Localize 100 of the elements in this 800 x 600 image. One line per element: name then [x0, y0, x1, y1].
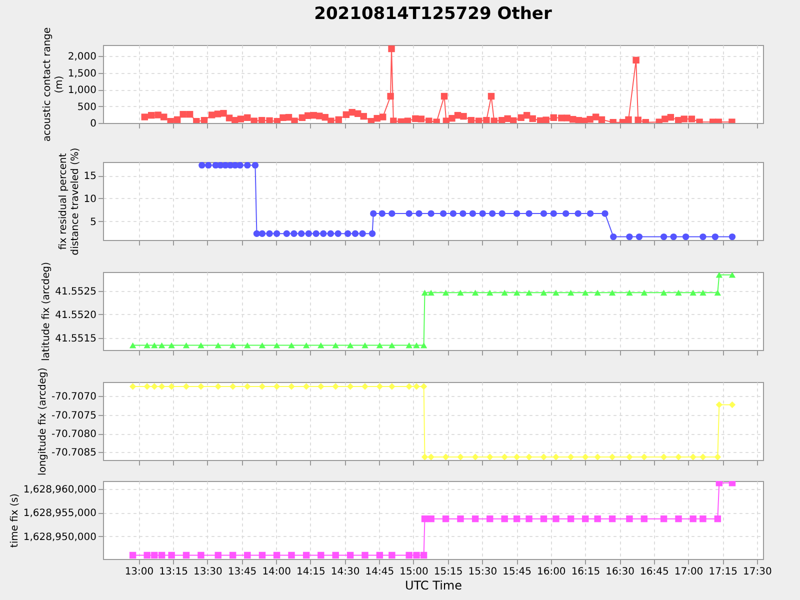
point: [283, 230, 290, 237]
point: [700, 233, 706, 240]
point: [198, 383, 204, 390]
point: [488, 210, 496, 217]
point: [290, 230, 298, 237]
point: [420, 342, 428, 348]
point: [540, 210, 548, 217]
point: [428, 210, 434, 217]
point: [406, 210, 412, 217]
point: [498, 210, 506, 217]
point: [362, 383, 368, 390]
point: [362, 342, 368, 348]
point: [442, 290, 450, 296]
point: [244, 383, 251, 390]
point: [640, 290, 648, 296]
x-tick-label: 15:00: [400, 566, 428, 578]
point: [168, 342, 175, 348]
point: [636, 233, 643, 240]
point: [428, 290, 434, 296]
x-tick-label: 13:30: [194, 566, 222, 578]
x-tick-label: 14:00: [262, 566, 292, 578]
point: [388, 342, 396, 348]
x-tick-label: 14:30: [330, 566, 360, 578]
y-axis-title: time fix (s): [9, 493, 20, 548]
point: [610, 233, 617, 240]
y-tick-label: 1,628,955,000: [23, 508, 96, 520]
point: [258, 230, 266, 237]
point: [214, 342, 222, 348]
x-tick-label: 13:15: [159, 566, 188, 578]
point: [266, 230, 273, 237]
point: [420, 383, 428, 390]
y-tick-label: 5: [90, 216, 96, 228]
point: [198, 342, 204, 348]
point: [144, 342, 150, 348]
point: [198, 162, 206, 169]
point: [714, 454, 722, 460]
point: [334, 230, 342, 237]
point: [513, 454, 520, 460]
point: [214, 383, 222, 390]
y-axis-title: fix residual percent distance traveled (%): [58, 148, 81, 256]
point: [273, 342, 280, 348]
y-tick-label: 41.5515: [55, 333, 96, 344]
point: [406, 342, 412, 348]
point: [252, 162, 259, 169]
point: [582, 454, 589, 460]
point: [253, 230, 260, 237]
point: [416, 210, 422, 217]
point: [151, 342, 158, 348]
chart-title: 20210814T125729 Other: [314, 4, 552, 24]
point: [670, 233, 677, 240]
point: [690, 290, 696, 296]
point: [376, 342, 384, 348]
point: [513, 210, 520, 217]
point: [567, 290, 574, 296]
point: [460, 210, 466, 217]
y-tick-label: 41.5520: [55, 310, 96, 321]
point: [359, 230, 366, 237]
point: [298, 230, 305, 237]
point: [562, 210, 570, 217]
point: [129, 342, 136, 348]
point: [421, 290, 428, 296]
y-tick-label: 0: [90, 118, 96, 130]
point: [690, 454, 696, 460]
x-tick-label: 13:45: [228, 566, 257, 578]
x-tick-label: 15:30: [468, 566, 498, 578]
point: [302, 383, 310, 390]
point: [327, 230, 334, 237]
y-tick-label: 1,628,960,000: [23, 484, 96, 496]
point: [660, 290, 668, 296]
x-tick-label: 13:00: [124, 566, 154, 578]
point: [626, 233, 633, 240]
y-axis-title: longitude fix (arcdeg): [38, 367, 49, 476]
x-tick-label: 17:15: [708, 566, 738, 578]
point: [540, 454, 548, 460]
y-tick-label: 15: [84, 171, 96, 182]
point: [442, 454, 450, 460]
point: [682, 233, 690, 240]
point: [182, 383, 190, 390]
point: [552, 454, 560, 460]
y-axis-title: latitude fix (arcdeg): [41, 262, 52, 362]
y-tick-label: 500: [77, 102, 96, 113]
point: [320, 230, 327, 237]
point: [332, 342, 339, 348]
point: [302, 342, 310, 348]
x-tick-label: 16:30: [606, 566, 634, 578]
point: [728, 401, 736, 408]
point: [608, 454, 616, 460]
point: [388, 383, 396, 390]
point: [450, 210, 457, 217]
x-tick-label: 17:00: [674, 566, 704, 578]
point: [472, 454, 479, 460]
point: [582, 290, 589, 296]
y-tick-label: 1,628,950,000: [23, 532, 96, 543]
point: [602, 210, 608, 217]
point: [479, 210, 486, 217]
point: [258, 342, 266, 348]
y-tick-label: 1,500: [68, 68, 96, 80]
point: [305, 230, 312, 237]
point: [244, 162, 251, 169]
point: [700, 454, 706, 460]
